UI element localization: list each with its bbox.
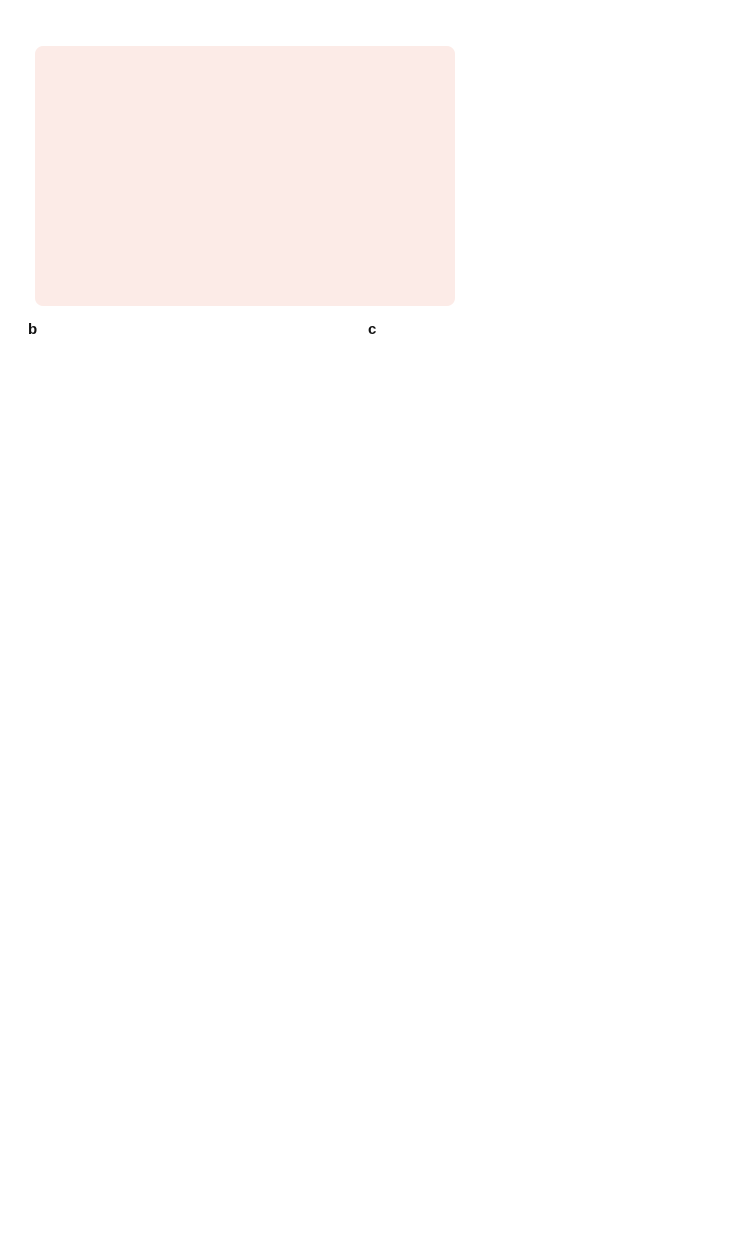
panel-c-label: c [368, 321, 377, 338]
panel-b-label: b [28, 321, 38, 338]
panel-a-background [35, 46, 455, 306]
scatter-chart [360, 315, 740, 675]
structure-gallery [20, 675, 740, 967]
panel-a-schematic [0, 0, 740, 312]
ridgeline-chart [20, 315, 365, 667]
